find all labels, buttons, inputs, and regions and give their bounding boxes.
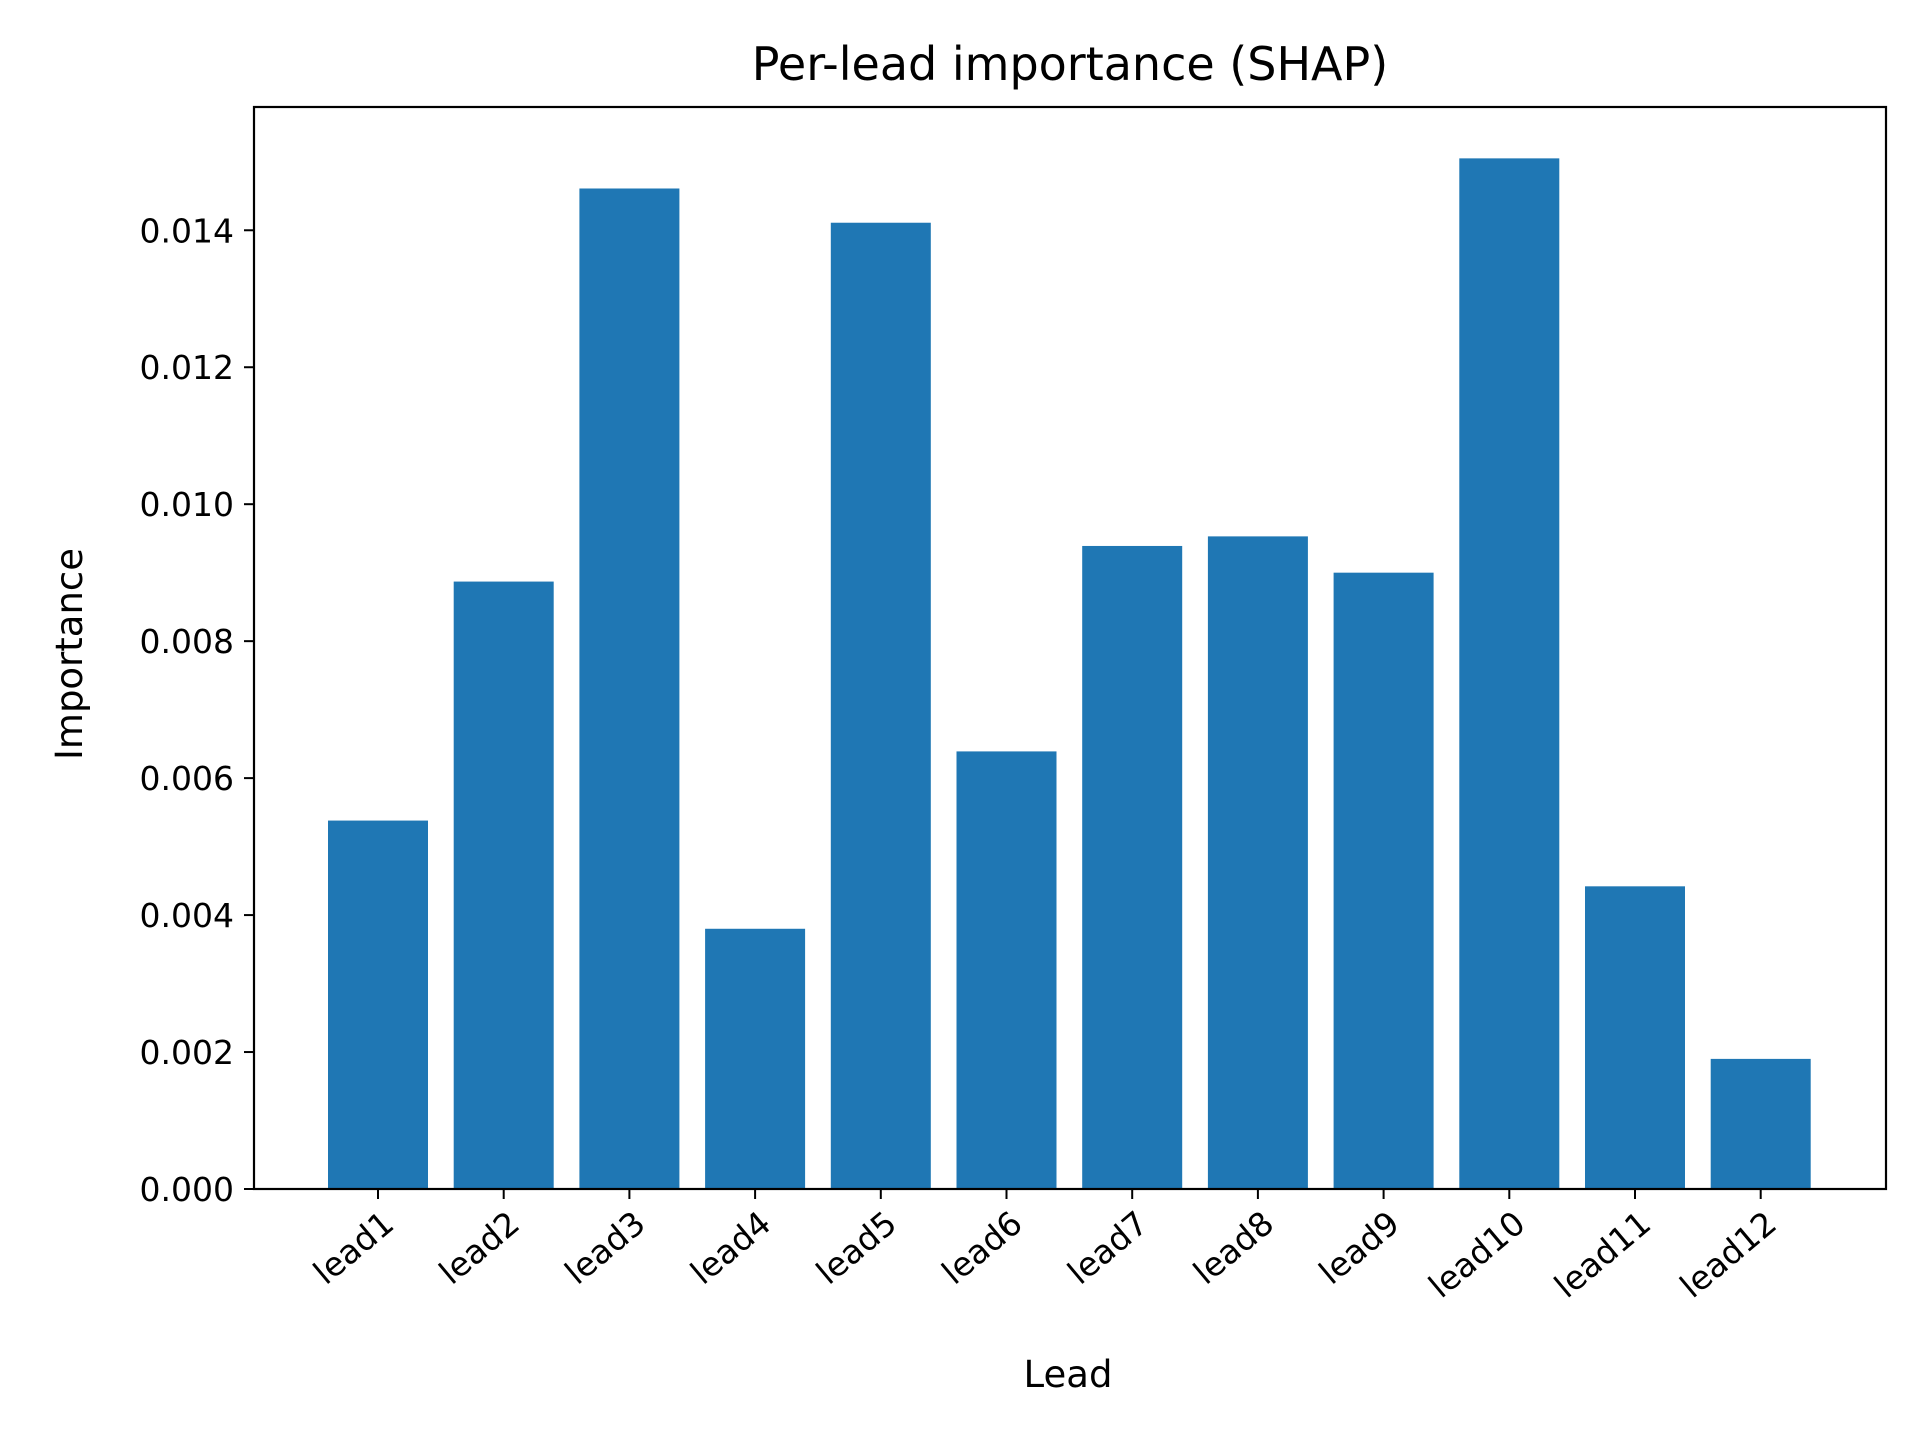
x-tick-label: lead9 xyxy=(1311,1203,1406,1292)
x-tick-label: lead12 xyxy=(1672,1203,1783,1305)
y-tick-label: 0.012 xyxy=(140,348,234,387)
y-tick-label: 0.008 xyxy=(140,622,234,661)
bar-lead4 xyxy=(705,928,806,1189)
y-tick-label: 0.006 xyxy=(140,759,234,798)
plot-frame xyxy=(252,105,1888,1191)
x-tick-label: lead2 xyxy=(432,1203,527,1292)
bar-lead11 xyxy=(1585,886,1685,1189)
bar-lead10 xyxy=(1459,158,1560,1190)
x-tick-label: lead6 xyxy=(934,1203,1029,1292)
bar-lead6 xyxy=(956,751,1057,1189)
x-tick-label: lead8 xyxy=(1186,1203,1281,1292)
x-tick-label: lead1 xyxy=(306,1203,401,1292)
bars-layer xyxy=(328,158,1811,1190)
y-tick-label: 0.010 xyxy=(140,485,234,524)
bar-lead5 xyxy=(830,222,931,1189)
bar-lead2 xyxy=(453,581,554,1189)
y-tick-label: 0.002 xyxy=(140,1033,234,1072)
x-tick-label: lead5 xyxy=(809,1203,904,1292)
y-tick-label: 0.000 xyxy=(140,1170,234,1209)
y-axis-label: Importance xyxy=(48,548,91,760)
bar-lead9 xyxy=(1333,572,1434,1189)
y-tick-label: 0.014 xyxy=(140,211,234,250)
chart-title: Per-lead importance (SHAP) xyxy=(752,37,1388,91)
bar-lead8 xyxy=(1207,536,1308,1189)
x-tick-label: lead11 xyxy=(1547,1203,1658,1305)
x-tick-label: lead10 xyxy=(1421,1203,1532,1305)
bar-lead1 xyxy=(328,820,428,1189)
bar-lead7 xyxy=(1082,545,1183,1189)
x-tick-label: lead7 xyxy=(1060,1203,1155,1292)
x-tick-label: lead4 xyxy=(683,1203,778,1292)
bar-lead3 xyxy=(579,188,680,1189)
bar-lead12 xyxy=(1710,1058,1811,1189)
x-axis-label: Lead xyxy=(1024,1353,1113,1396)
x-tick-label: lead3 xyxy=(557,1203,652,1292)
y-tick-label: 0.004 xyxy=(140,896,234,935)
